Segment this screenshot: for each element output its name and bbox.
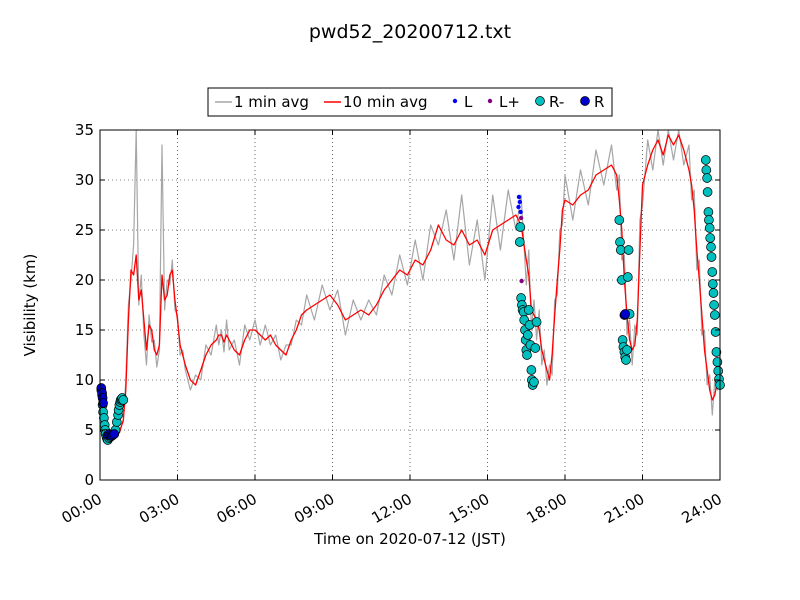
axis-ticks: [99, 129, 721, 481]
point-r: [109, 429, 120, 439]
y-tick-label: 35: [75, 121, 94, 139]
point-r-minus: [702, 173, 712, 183]
y-tick-label: 20: [75, 271, 94, 289]
point-r-minus: [118, 395, 129, 405]
point-r-minus: [526, 365, 537, 375]
legend-label-1min: 1 min avg: [234, 93, 309, 111]
point-r-minus: [530, 343, 541, 353]
y-tick-label: 25: [75, 221, 94, 239]
point-r-minus: [623, 245, 634, 255]
point-r-minus: [614, 215, 625, 225]
point-r-minus: [514, 237, 525, 247]
legend-label-L: L: [464, 93, 473, 111]
x-axis-label: Time on 2020-07-12 (JST): [313, 530, 506, 548]
legend-swatch-L: [452, 98, 458, 104]
legend-label-Rminus: R-: [549, 93, 564, 111]
point-r-minus: [710, 327, 721, 337]
point-r-minus: [711, 347, 722, 357]
series-layer: [96, 129, 725, 445]
point-r-minus: [707, 267, 718, 277]
point-r-minus: [622, 345, 632, 355]
point-l-plus: [519, 278, 524, 284]
series-1min-avg-line: [99, 129, 721, 442]
point-r-minus: [705, 233, 716, 243]
y-tick-labels: 0 5 10 15 20 25 30 35: [75, 121, 94, 489]
legend: 1 min avg 10 min avg L L+ R- R: [207, 87, 613, 117]
point-r-minus: [709, 300, 719, 310]
y-tick-label: 10: [75, 371, 94, 389]
legend-label-R: R: [594, 93, 604, 111]
point-r-minus: [713, 366, 724, 376]
point-r-minus: [704, 215, 714, 225]
point-r-minus: [712, 357, 723, 367]
point-r-minus: [701, 165, 712, 175]
legend-label-10min: 10 min avg: [343, 93, 428, 111]
point-r: [98, 398, 108, 408]
point-r-minus: [702, 187, 713, 197]
point-r-minus: [522, 330, 533, 340]
legend-swatch-Lplus: [487, 98, 493, 104]
series-10min-avg-line: [99, 134, 721, 435]
y-tick-label: 5: [84, 421, 94, 439]
point-l: [518, 209, 523, 215]
legend-swatch-Rminus: [535, 96, 545, 106]
point-r-minus: [706, 242, 716, 252]
point-r-minus: [700, 155, 711, 165]
point-l-plus: [518, 215, 524, 221]
legend-label-Lplus: L+: [499, 93, 520, 111]
y-axis-label: Visibility (km): [21, 254, 39, 357]
point-l: [516, 204, 521, 210]
point-r-minus: [706, 252, 717, 262]
point-r-minus: [704, 223, 715, 233]
point-r-minus: [529, 377, 539, 387]
y-tick-label: 0: [84, 471, 94, 489]
point-r-minus: [531, 317, 542, 327]
chart-title: pwd52_20200712.txt: [309, 21, 511, 43]
point-r-minus: [703, 207, 714, 217]
point-r-minus: [707, 279, 718, 289]
point-r-minus: [523, 305, 534, 315]
point-r-minus: [709, 310, 720, 320]
point-l: [516, 194, 522, 200]
point-r-minus: [622, 272, 633, 282]
point-l: [517, 199, 522, 205]
point-r-minus: [621, 355, 631, 365]
point-r-minus: [515, 222, 526, 232]
legend-swatch-R: [580, 96, 590, 106]
point-r-minus: [708, 288, 719, 298]
y-tick-label: 15: [75, 321, 94, 339]
point-r-minus: [522, 350, 532, 360]
point-r-minus: [615, 237, 625, 247]
point-r: [620, 309, 631, 319]
y-tick-label: 30: [75, 171, 94, 189]
